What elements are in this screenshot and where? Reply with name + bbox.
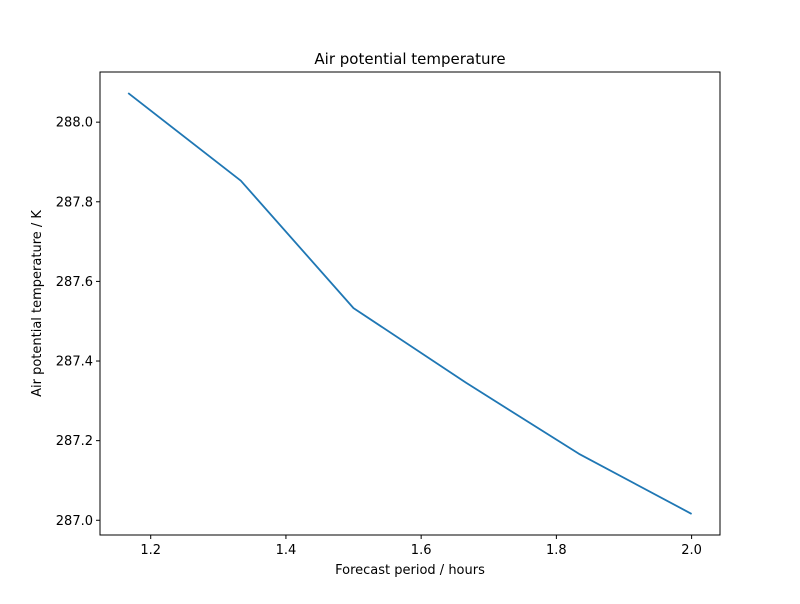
y-tick-label: 287.8 — [56, 195, 93, 210]
y-tick-label: 287.2 — [56, 434, 93, 449]
x-tick-label: 1.8 — [546, 543, 567, 558]
x-axis: 1.2 1.4 1.6 1.8 2.0 — [140, 535, 702, 558]
chart-title: Air potential temperature — [314, 50, 505, 68]
x-tick-label: 1.4 — [276, 543, 297, 558]
x-axis-label: Forecast period / hours — [335, 563, 485, 578]
x-tick-label: 2.0 — [681, 543, 702, 558]
x-tick-label: 1.6 — [411, 543, 432, 558]
y-tick-label: 287.4 — [56, 355, 93, 370]
plot-frame — [99, 71, 721, 536]
plot-area — [127, 92, 693, 515]
y-axis-label: Air potential temperature / K — [30, 210, 45, 397]
series-line — [127, 92, 693, 515]
y-tick-label: 287.0 — [56, 514, 93, 529]
y-tick-label: 288.0 — [56, 116, 93, 131]
x-tick-label: 1.2 — [140, 543, 161, 558]
y-tick-label: 287.6 — [56, 275, 93, 290]
y-axis: 287.0 287.2 287.4 287.6 287.8 288.0 — [56, 116, 100, 529]
